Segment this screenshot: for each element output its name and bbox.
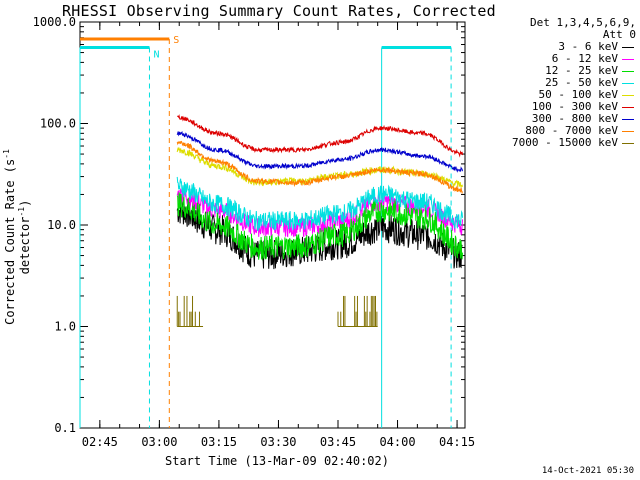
- legend-swatch: [622, 58, 634, 60]
- legend-swatch: [622, 106, 634, 108]
- legend-label: 100 - 300 keV: [531, 100, 618, 113]
- series-line: [176, 113, 463, 158]
- night-flag-label: N: [153, 50, 159, 61]
- saa-flag-label: S: [173, 35, 179, 46]
- legend-swatch: [622, 142, 634, 144]
- legend-entry: 800 - 7000 keV: [525, 125, 634, 137]
- legend-label: 12 - 25 keV: [545, 64, 618, 77]
- x-tick-label: 03:15: [201, 435, 237, 449]
- legend-entry: 100 - 300 keV: [532, 101, 634, 113]
- legend-entry: 3 - 6 keV: [558, 41, 634, 53]
- legend-label: 800 - 7000 keV: [525, 124, 618, 137]
- x-tick-label: 03:45: [320, 435, 356, 449]
- y-tick-label: 10.0: [47, 218, 76, 232]
- legend-entry: 6 - 12 keV: [552, 53, 634, 65]
- y-axis-label-part: Corrected Count Rate (s: [3, 158, 17, 325]
- legend-entry: 50 - 100 keV: [539, 89, 634, 101]
- legend-entry: 300 - 800 keV: [532, 113, 634, 125]
- legend-swatch: [622, 46, 634, 48]
- y-tick-label: 0.1: [54, 421, 76, 435]
- legend-entry: 12 - 25 keV: [545, 65, 634, 77]
- legend-swatch: [622, 118, 634, 120]
- legend-swatch: [622, 82, 634, 84]
- legend-swatch: [622, 94, 634, 96]
- legend-label: 3 - 6 keV: [558, 40, 618, 53]
- series-line: [176, 140, 463, 195]
- timestamp: 14-Oct-2021 05:30: [541, 466, 634, 476]
- y-tick-label: 1.0: [54, 320, 76, 334]
- detector-list: Det 1,3,4,5,6,9,: [530, 16, 636, 29]
- series-line: [176, 176, 463, 232]
- legend-entry: 25 - 50 keV: [545, 77, 634, 89]
- attenuator-state: Att 0: [602, 28, 636, 41]
- legend-label: 25 - 50 keV: [545, 76, 618, 89]
- x-axis-label: Start Time (13-Mar-09 02:40:02): [165, 454, 389, 468]
- x-tick-label: 03:00: [141, 435, 177, 449]
- y-axis-label: Corrected Count Rate (s-1 detector-1): [2, 137, 32, 337]
- y-axis-label-sup: -1: [17, 206, 26, 217]
- series-line: [176, 130, 463, 173]
- y-axis-label-sup: -1: [2, 149, 11, 159]
- y-tick-label: 100.0: [40, 117, 76, 131]
- legend-entry: 7000 - 15000 keV: [512, 137, 634, 149]
- x-tick-label: 03:30: [260, 435, 296, 449]
- chart-title: RHESSI Observing Summary Count Rates, Co…: [62, 2, 496, 20]
- legend-label: 7000 - 15000 keV: [512, 136, 618, 149]
- y-axis-label-part: ): [18, 199, 32, 207]
- legend-label: 6 - 12 keV: [551, 52, 618, 65]
- y-axis-label-part: detector: [18, 216, 32, 275]
- series-line: [176, 192, 463, 261]
- y-tick-label: 1000.0: [33, 15, 76, 29]
- x-tick-label: 04:15: [439, 435, 475, 449]
- series-spikes: [176, 295, 378, 327]
- legend-label: 50 - 100 keV: [538, 88, 618, 101]
- legend-label: 300 - 800 keV: [531, 112, 618, 125]
- legend-swatch: [622, 130, 634, 132]
- x-tick-label: 04:00: [379, 435, 415, 449]
- legend-swatch: [622, 70, 634, 72]
- x-tick-label: 02:45: [82, 435, 118, 449]
